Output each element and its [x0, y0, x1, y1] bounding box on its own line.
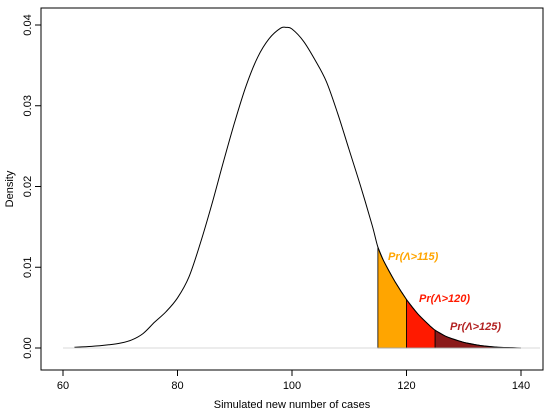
plot-frame	[40, 7, 544, 371]
x-tick-label: 120	[397, 380, 415, 392]
x-tick-label: 80	[171, 380, 183, 392]
region-label-1: Pr(Λ>115)	[388, 251, 439, 263]
x-axis-title: Simulated new number of cases	[214, 399, 371, 411]
x-tick-label: 100	[283, 380, 301, 392]
region-label-2: Pr(Λ>120)	[419, 293, 470, 305]
y-tick-label: 0.00	[22, 337, 34, 358]
x-tick-label: 60	[57, 380, 69, 392]
y-tick-label: 0.04	[22, 14, 34, 35]
y-tick-label: 0.03	[22, 95, 34, 116]
y-tick-label: 0.02	[22, 176, 34, 197]
density-curve	[74, 26, 522, 349]
region-2	[406, 298, 436, 349]
y-axis-title: Density	[4, 170, 16, 207]
y-tick-label: 0.01	[22, 257, 34, 278]
x-axis: 60 80 100 120 140	[57, 370, 530, 392]
y-axis: 0.00 0.01 0.02 0.03 0.04	[22, 14, 41, 359]
region-labels: Pr(Λ>115) Pr(Λ>120) Pr(Λ>125)	[388, 251, 501, 333]
x-tick-label: 140	[512, 380, 530, 392]
region-label-3: Pr(Λ>125)	[450, 321, 501, 333]
